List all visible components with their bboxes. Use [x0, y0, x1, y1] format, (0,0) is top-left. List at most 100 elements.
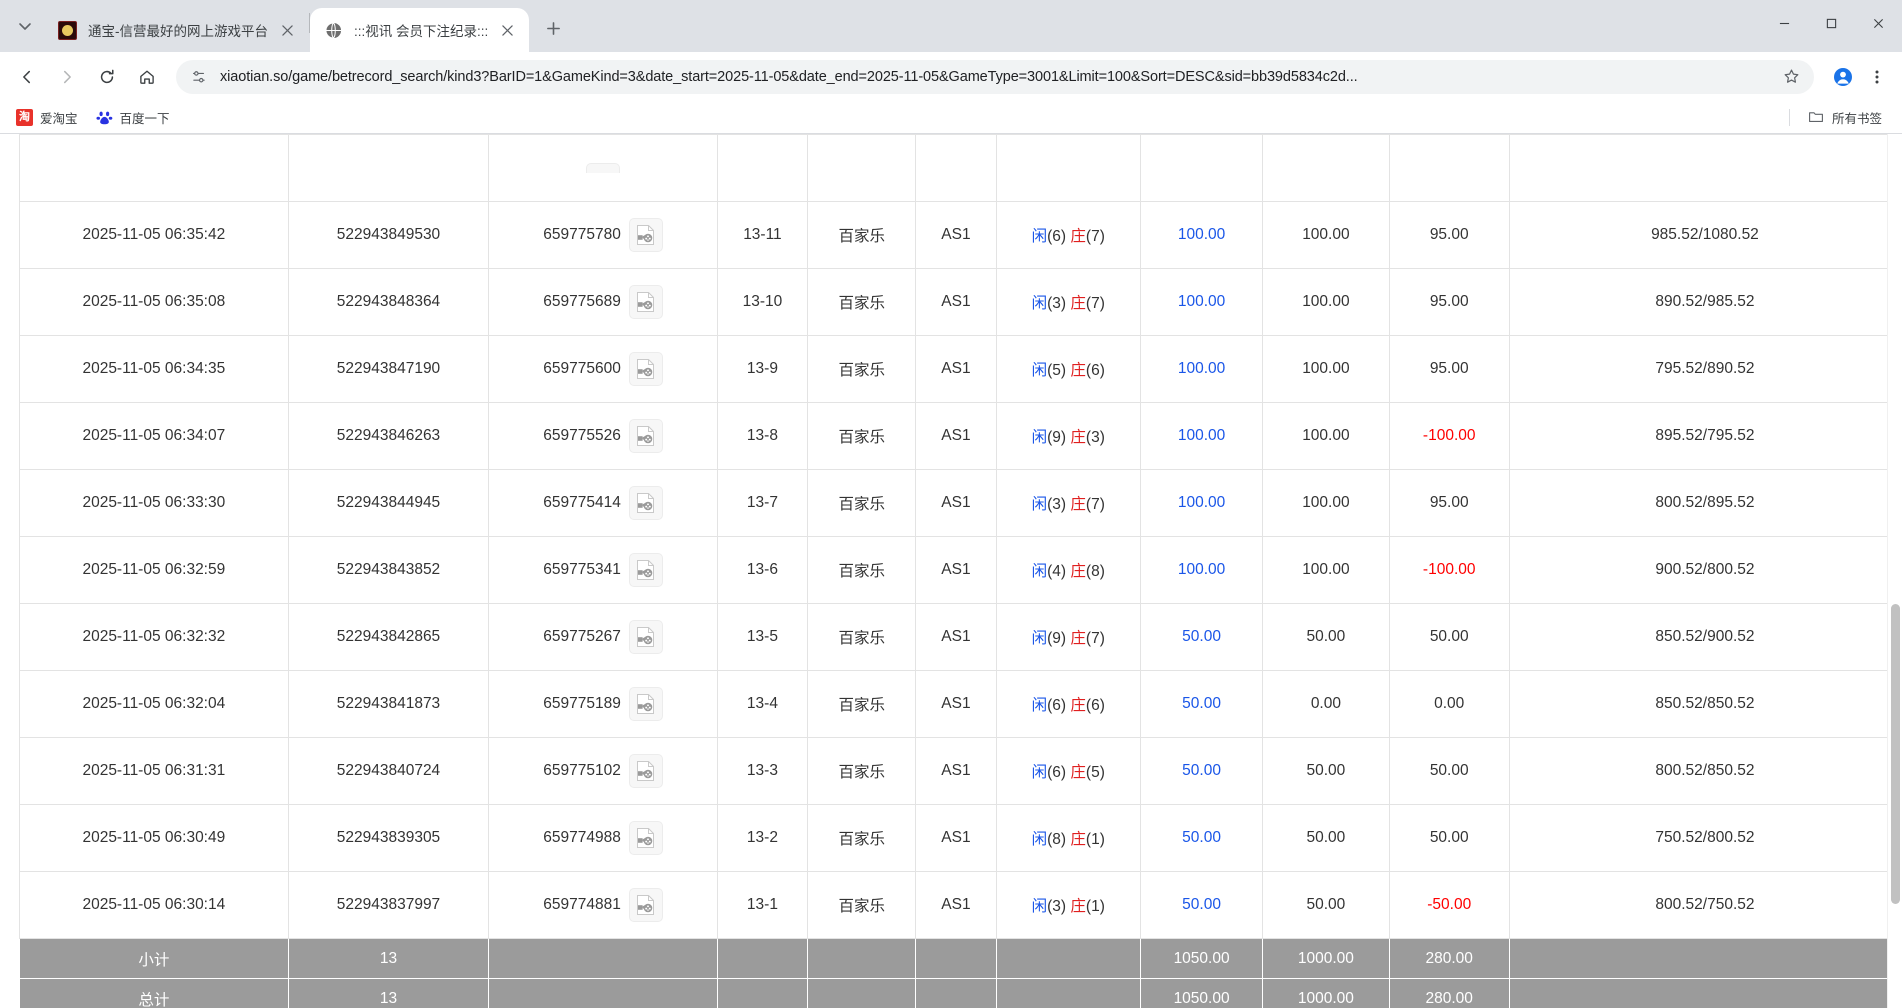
game-value: 百家乐 — [838, 630, 885, 647]
time-value: 2025-11-05 06:34:35 — [82, 360, 226, 377]
video-replay-icon[interactable] — [628, 687, 663, 721]
banker-label: 庄 — [1070, 295, 1086, 312]
round-cell-partial — [493, 163, 713, 173]
summary-label: 总计 — [138, 991, 170, 1008]
forward-arrow-icon[interactable] — [50, 60, 84, 94]
tab-0[interactable]: 通宝-信营最好的网上游戏平台 — [44, 8, 309, 52]
video-replay-icon[interactable] — [628, 754, 663, 788]
time-value: 2025-11-05 06:30:49 — [82, 829, 226, 846]
round-value: 659775600 — [543, 360, 621, 377]
table-row: 2025-11-05 06:34:07 522943846263 6597755… — [19, 402, 1902, 470]
window-close-icon[interactable] — [1855, 0, 1902, 46]
video-replay-icon[interactable] — [628, 553, 663, 587]
player-points: (6) — [1047, 764, 1067, 781]
cell-win-amount: 0.00 — [1388, 670, 1510, 738]
time-value: 2025-11-05 06:32:32 — [82, 628, 226, 645]
table-row: 2025-11-05 06:30:49 522943839305 6597749… — [19, 804, 1902, 872]
cell-table-no: 13-7 — [716, 469, 809, 537]
site-info-tune-icon[interactable] — [190, 68, 208, 86]
back-arrow-icon[interactable] — [10, 60, 44, 94]
cell-win-amount: -100.00 — [1388, 536, 1510, 604]
round-cell: 659775189 — [493, 687, 713, 721]
video-replay-icon[interactable] — [628, 218, 663, 252]
cell-round: 659775189 — [488, 670, 718, 738]
player-points: (6) — [1047, 228, 1067, 245]
room-value: AS1 — [941, 628, 971, 645]
summary-result-cell — [995, 938, 1141, 979]
tab-1[interactable]: :::视讯 会员下注纪录::: — [310, 8, 530, 52]
summary-count-cell: 13 — [287, 978, 490, 1008]
table-no-value: 13-1 — [746, 896, 778, 913]
cell-balance: 750.52/800.52 — [1508, 804, 1902, 872]
tab-0-close-icon[interactable] — [276, 19, 298, 41]
window-maximize-icon[interactable] — [1808, 0, 1855, 46]
vertical-scrollbar-thumb[interactable] — [1891, 604, 1900, 904]
cell-bet-amount: 100.00 — [1139, 402, 1264, 470]
bookmark-item-1[interactable]: 百度一下 — [88, 104, 178, 130]
summary-bet: 1050.00 — [1173, 989, 1230, 1007]
bookmark-star-icon[interactable] — [1780, 66, 1802, 88]
table-no-value: 13-3 — [746, 762, 778, 779]
summary-valid-cell: 1000.00 — [1262, 978, 1390, 1008]
video-replay-icon[interactable] — [628, 419, 663, 453]
bookmark-item-0[interactable]: 淘 爱淘宝 — [8, 104, 86, 130]
all-bookmarks-button[interactable]: 所有书签 — [1800, 104, 1890, 130]
video-replay-icon[interactable] — [628, 620, 663, 654]
vertical-scrollbar[interactable] — [1887, 134, 1902, 1008]
cell-partial-game — [807, 134, 917, 202]
tab-1-close-icon[interactable] — [496, 19, 518, 41]
browser-toolbar: xiaotian.so/game/betrecord_search/kind3?… — [0, 52, 1902, 101]
summary-win-cell: 280.00 — [1388, 938, 1510, 979]
valid-amount-value: 100.00 — [1302, 360, 1350, 377]
table-row: 2025-11-05 06:34:35 522943847190 6597756… — [19, 335, 1902, 403]
bookmarks-bar: 淘 爱淘宝 百度一下 所有书签 — [0, 101, 1902, 134]
win-amount-value: 0.00 — [1434, 695, 1465, 712]
tab-search-chevron-down-icon[interactable] — [6, 7, 44, 45]
video-replay-icon[interactable] — [628, 888, 663, 922]
baidu-icon — [95, 109, 113, 126]
cell-room: AS1 — [915, 268, 997, 336]
browser-menu-kebab-icon[interactable] — [1862, 60, 1892, 94]
profile-avatar-icon[interactable] — [1826, 60, 1860, 94]
game-value: 百家乐 — [838, 898, 885, 915]
cell-result: 闲(9) 庄(3) — [995, 402, 1141, 470]
player-label: 闲 — [1031, 563, 1048, 580]
room-value: AS1 — [941, 494, 971, 511]
window-minimize-icon[interactable] — [1761, 0, 1808, 46]
table-row: 2025-11-05 06:32:59 522943843852 6597753… — [19, 536, 1902, 604]
cell-table-no: 13-10 — [716, 268, 809, 336]
new-tab-plus-icon[interactable] — [537, 12, 569, 44]
video-replay-icon[interactable] — [628, 821, 663, 855]
bet-amount-value: 100.00 — [1177, 427, 1226, 444]
valid-amount-value: 100.00 — [1302, 561, 1350, 578]
time-value: 2025-11-05 06:35:08 — [82, 293, 226, 310]
cell-result: 闲(4) 庄(8) — [995, 536, 1141, 604]
player-points: (9) — [1047, 630, 1067, 647]
bet-amount-value: 100.00 — [1177, 360, 1226, 377]
reload-icon[interactable] — [90, 60, 124, 94]
betid-value: 522943841873 — [336, 695, 441, 712]
table-no-value: 13-4 — [746, 695, 778, 712]
cell-room: AS1 — [915, 402, 997, 470]
video-replay-icon[interactable] — [628, 486, 663, 520]
win-amount-value: -100.00 — [1422, 561, 1476, 578]
video-replay-icon[interactable] — [628, 285, 663, 319]
bet-record-table: 2025-11-05 06:35:42 522943849530 6597757… — [19, 134, 1902, 1008]
home-icon[interactable] — [130, 60, 164, 94]
bet-record-page: 2025-11-05 06:35:42 522943849530 6597757… — [0, 134, 1902, 1008]
cell-game: 百家乐 — [807, 603, 917, 671]
cell-valid-amount: 100.00 — [1262, 469, 1390, 537]
video-replay-icon[interactable] — [628, 352, 663, 386]
cell-room: AS1 — [915, 201, 997, 269]
address-bar[interactable]: xiaotian.so/game/betrecord_search/kind3?… — [176, 59, 1814, 94]
summary-win: 280.00 — [1425, 989, 1473, 1007]
banker-label: 庄 — [1070, 764, 1086, 781]
cell-balance: 800.52/895.52 — [1508, 469, 1902, 537]
cell-betid: 522943848364 — [287, 268, 490, 336]
cell-room: AS1 — [915, 335, 997, 403]
cell-valid-amount: 100.00 — [1262, 536, 1390, 604]
video-replay-icon[interactable] — [586, 163, 621, 173]
valid-amount-value: 50.00 — [1306, 762, 1346, 779]
game-value: 百家乐 — [838, 362, 885, 379]
balance-value: 800.52/895.52 — [1655, 494, 1755, 511]
